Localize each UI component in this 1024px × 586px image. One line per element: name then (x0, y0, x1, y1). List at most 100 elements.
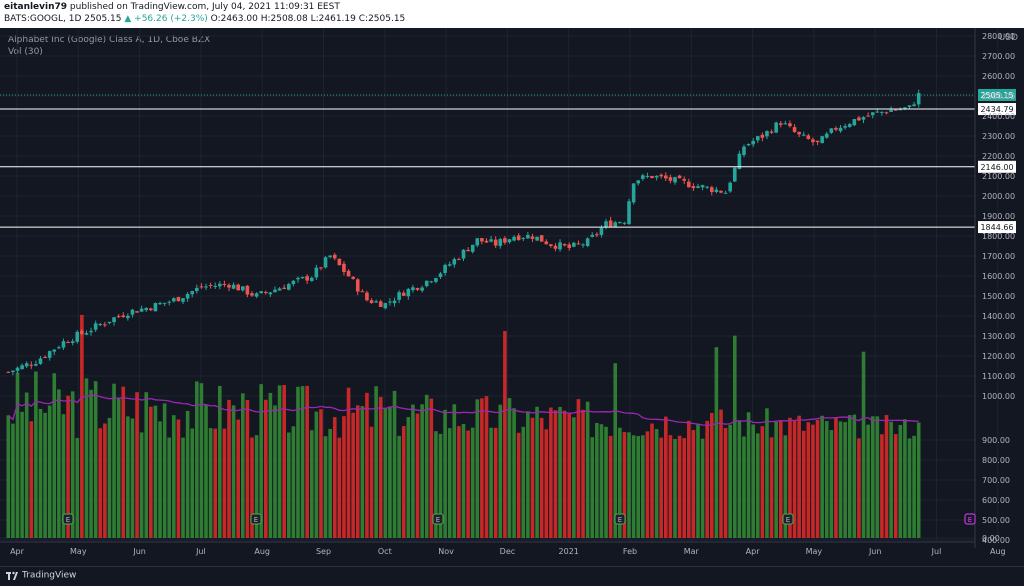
candle-body (38, 358, 43, 364)
chart-canvas[interactable]: Alphabet Inc (Google) Class A, 1D, Cboe … (0, 28, 1024, 566)
volume-bar (259, 384, 263, 538)
footer: TradingView (0, 566, 1024, 586)
earnings-marker (614, 513, 626, 525)
volume-bar (654, 429, 659, 538)
volume-bar (576, 399, 581, 538)
candle-body (898, 109, 903, 111)
candle-body (406, 288, 411, 297)
volume-bar (355, 405, 360, 538)
volume-bar (411, 404, 415, 538)
candle-body (618, 222, 622, 224)
time-axis[interactable]: Apr May Jun Jul Aug Sep Oct Nov Dec 2021 Feb Mar Apr… (0, 541, 1006, 556)
volume-bar (595, 423, 599, 538)
candle-body (627, 201, 631, 225)
candle-body (778, 123, 783, 125)
tradingview-logo[interactable]: TradingView (6, 570, 76, 581)
volume-bar (406, 417, 411, 538)
volume-bar (80, 314, 84, 538)
volume-bar (870, 416, 875, 538)
candle-body (277, 288, 282, 291)
volume-bar (231, 405, 236, 538)
candle-body (788, 123, 792, 127)
y-tick-label: 1300.00 (982, 332, 1015, 341)
horizontal-levels[interactable]: 2434.79 2146.00 1844.66 2505.15 (0, 88, 1016, 234)
candle-body (47, 351, 52, 358)
volume-bar (240, 393, 245, 538)
candle-body (806, 135, 811, 140)
earnings-marker (250, 513, 262, 525)
volume-bar (581, 409, 585, 538)
volume-bar (636, 436, 641, 538)
candle-body (493, 239, 498, 246)
volume-bar (199, 383, 204, 538)
candle-body (103, 324, 107, 326)
volume-bar (769, 437, 774, 538)
candle-body (70, 341, 75, 344)
volume-bar (116, 398, 121, 538)
username[interactable]: eitanlevin79 (4, 2, 68, 12)
candle-body (149, 308, 153, 311)
volume-bar (470, 427, 475, 538)
candle-body (751, 140, 755, 145)
volume-bar (70, 391, 75, 538)
volume-bar (346, 387, 351, 538)
volume-bar (728, 424, 732, 538)
candle-body (388, 301, 392, 303)
candle-body (328, 255, 332, 258)
volume-bar (121, 386, 126, 538)
candle-body (769, 131, 774, 133)
candle-body (98, 324, 103, 326)
candle-body (539, 235, 544, 242)
volume-bar (627, 432, 631, 538)
candle-body (291, 280, 296, 285)
volume-bar (383, 408, 388, 538)
candle-body (190, 291, 195, 295)
volume-bar (61, 414, 66, 538)
candle-body (700, 185, 705, 188)
currency-label: USD (999, 33, 1018, 43)
volume-bar (57, 389, 61, 538)
candle-body (709, 187, 714, 193)
candle-body (857, 117, 861, 121)
volume-bar (774, 421, 778, 538)
volume-bar (852, 414, 857, 538)
y-tick-label: 900.00 (982, 436, 1010, 445)
volume-bar (112, 383, 116, 538)
volume-bar (861, 351, 866, 538)
candle-body (480, 238, 484, 242)
candle-body (912, 104, 916, 107)
candle-body (765, 131, 769, 137)
volume-bar (815, 419, 820, 538)
volume-bar (236, 419, 240, 538)
candle-body (222, 283, 227, 285)
price-level-label: 2146.00 (980, 163, 1013, 172)
y-tick-label: 1600.00 (982, 272, 1015, 281)
volume-bar (250, 437, 254, 538)
candle-body (815, 140, 820, 143)
candle-body (236, 284, 240, 291)
volume-bar (360, 406, 365, 538)
price-axis[interactable]: 2800.00 2700.00 2600.00 2500.00 2400.00 2300.… (974, 28, 1015, 548)
price-change: +56.26 (+2.3%) (134, 14, 208, 24)
published-text: published on TradingView.com, July 04, 2… (69, 2, 340, 12)
candle-body (296, 277, 300, 280)
candle-body (461, 249, 466, 259)
volume-bar (668, 435, 673, 538)
candle-body (43, 356, 47, 358)
volume-bar (489, 427, 493, 538)
candle-body (636, 180, 641, 184)
volume-bar (337, 437, 342, 538)
candle-body (470, 244, 475, 252)
volume-bar (742, 436, 746, 538)
price-level-label: 2434.79 (980, 105, 1013, 114)
volume-bar (567, 413, 572, 538)
volume-bar (323, 436, 328, 538)
volume-bar (631, 435, 636, 538)
volume-bar (130, 418, 135, 538)
candle-body (89, 330, 93, 333)
volume-bar (107, 417, 112, 538)
volume-bar (434, 431, 438, 538)
volume-bar (783, 435, 788, 538)
candle-body (429, 281, 434, 283)
